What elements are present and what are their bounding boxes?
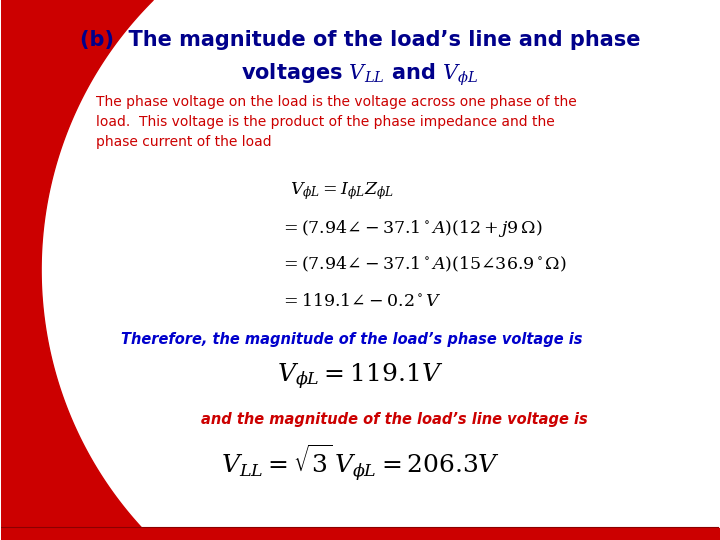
Text: $V_{\phi L} = 119.1V$: $V_{\phi L} = 119.1V$: [276, 362, 444, 393]
Text: voltages $V_{LL}$ and $V_{\phi L}$: voltages $V_{LL}$ and $V_{\phi L}$: [241, 62, 479, 89]
Text: (b)  The magnitude of the load’s line and phase: (b) The magnitude of the load’s line and…: [80, 30, 640, 50]
Text: $V_{LL} = \sqrt{3}\,V_{\phi L} = 206.3V$: $V_{LL} = \sqrt{3}\,V_{\phi L} = 206.3V$: [220, 442, 500, 483]
Text: $= (7.94\angle -37.1^\circ A)(15\angle 36.9^\circ\Omega)$: $= (7.94\angle -37.1^\circ A)(15\angle 3…: [280, 255, 567, 274]
Text: $V_{\phi L} = I_{\phi L} Z_{\phi L}$: $V_{\phi L} = I_{\phi L} Z_{\phi L}$: [290, 180, 394, 202]
Text: The phase voltage on the load is the voltage across one phase of the
load.  This: The phase voltage on the load is the vol…: [96, 95, 577, 149]
Text: $= (7.94\angle -37.1^\circ A)(12 + j9\,\Omega)$: $= (7.94\angle -37.1^\circ A)(12 + j9\,\…: [280, 218, 543, 239]
Text: Therefore, the magnitude of the load’s phase voltage is: Therefore, the magnitude of the load’s p…: [121, 332, 582, 347]
Polygon shape: [1, 0, 153, 540]
Text: $= 119.1\angle -0.2^\circ V$: $= 119.1\angle -0.2^\circ V$: [280, 292, 442, 310]
Text: and the magnitude of the load’s line voltage is: and the magnitude of the load’s line vol…: [201, 412, 588, 427]
